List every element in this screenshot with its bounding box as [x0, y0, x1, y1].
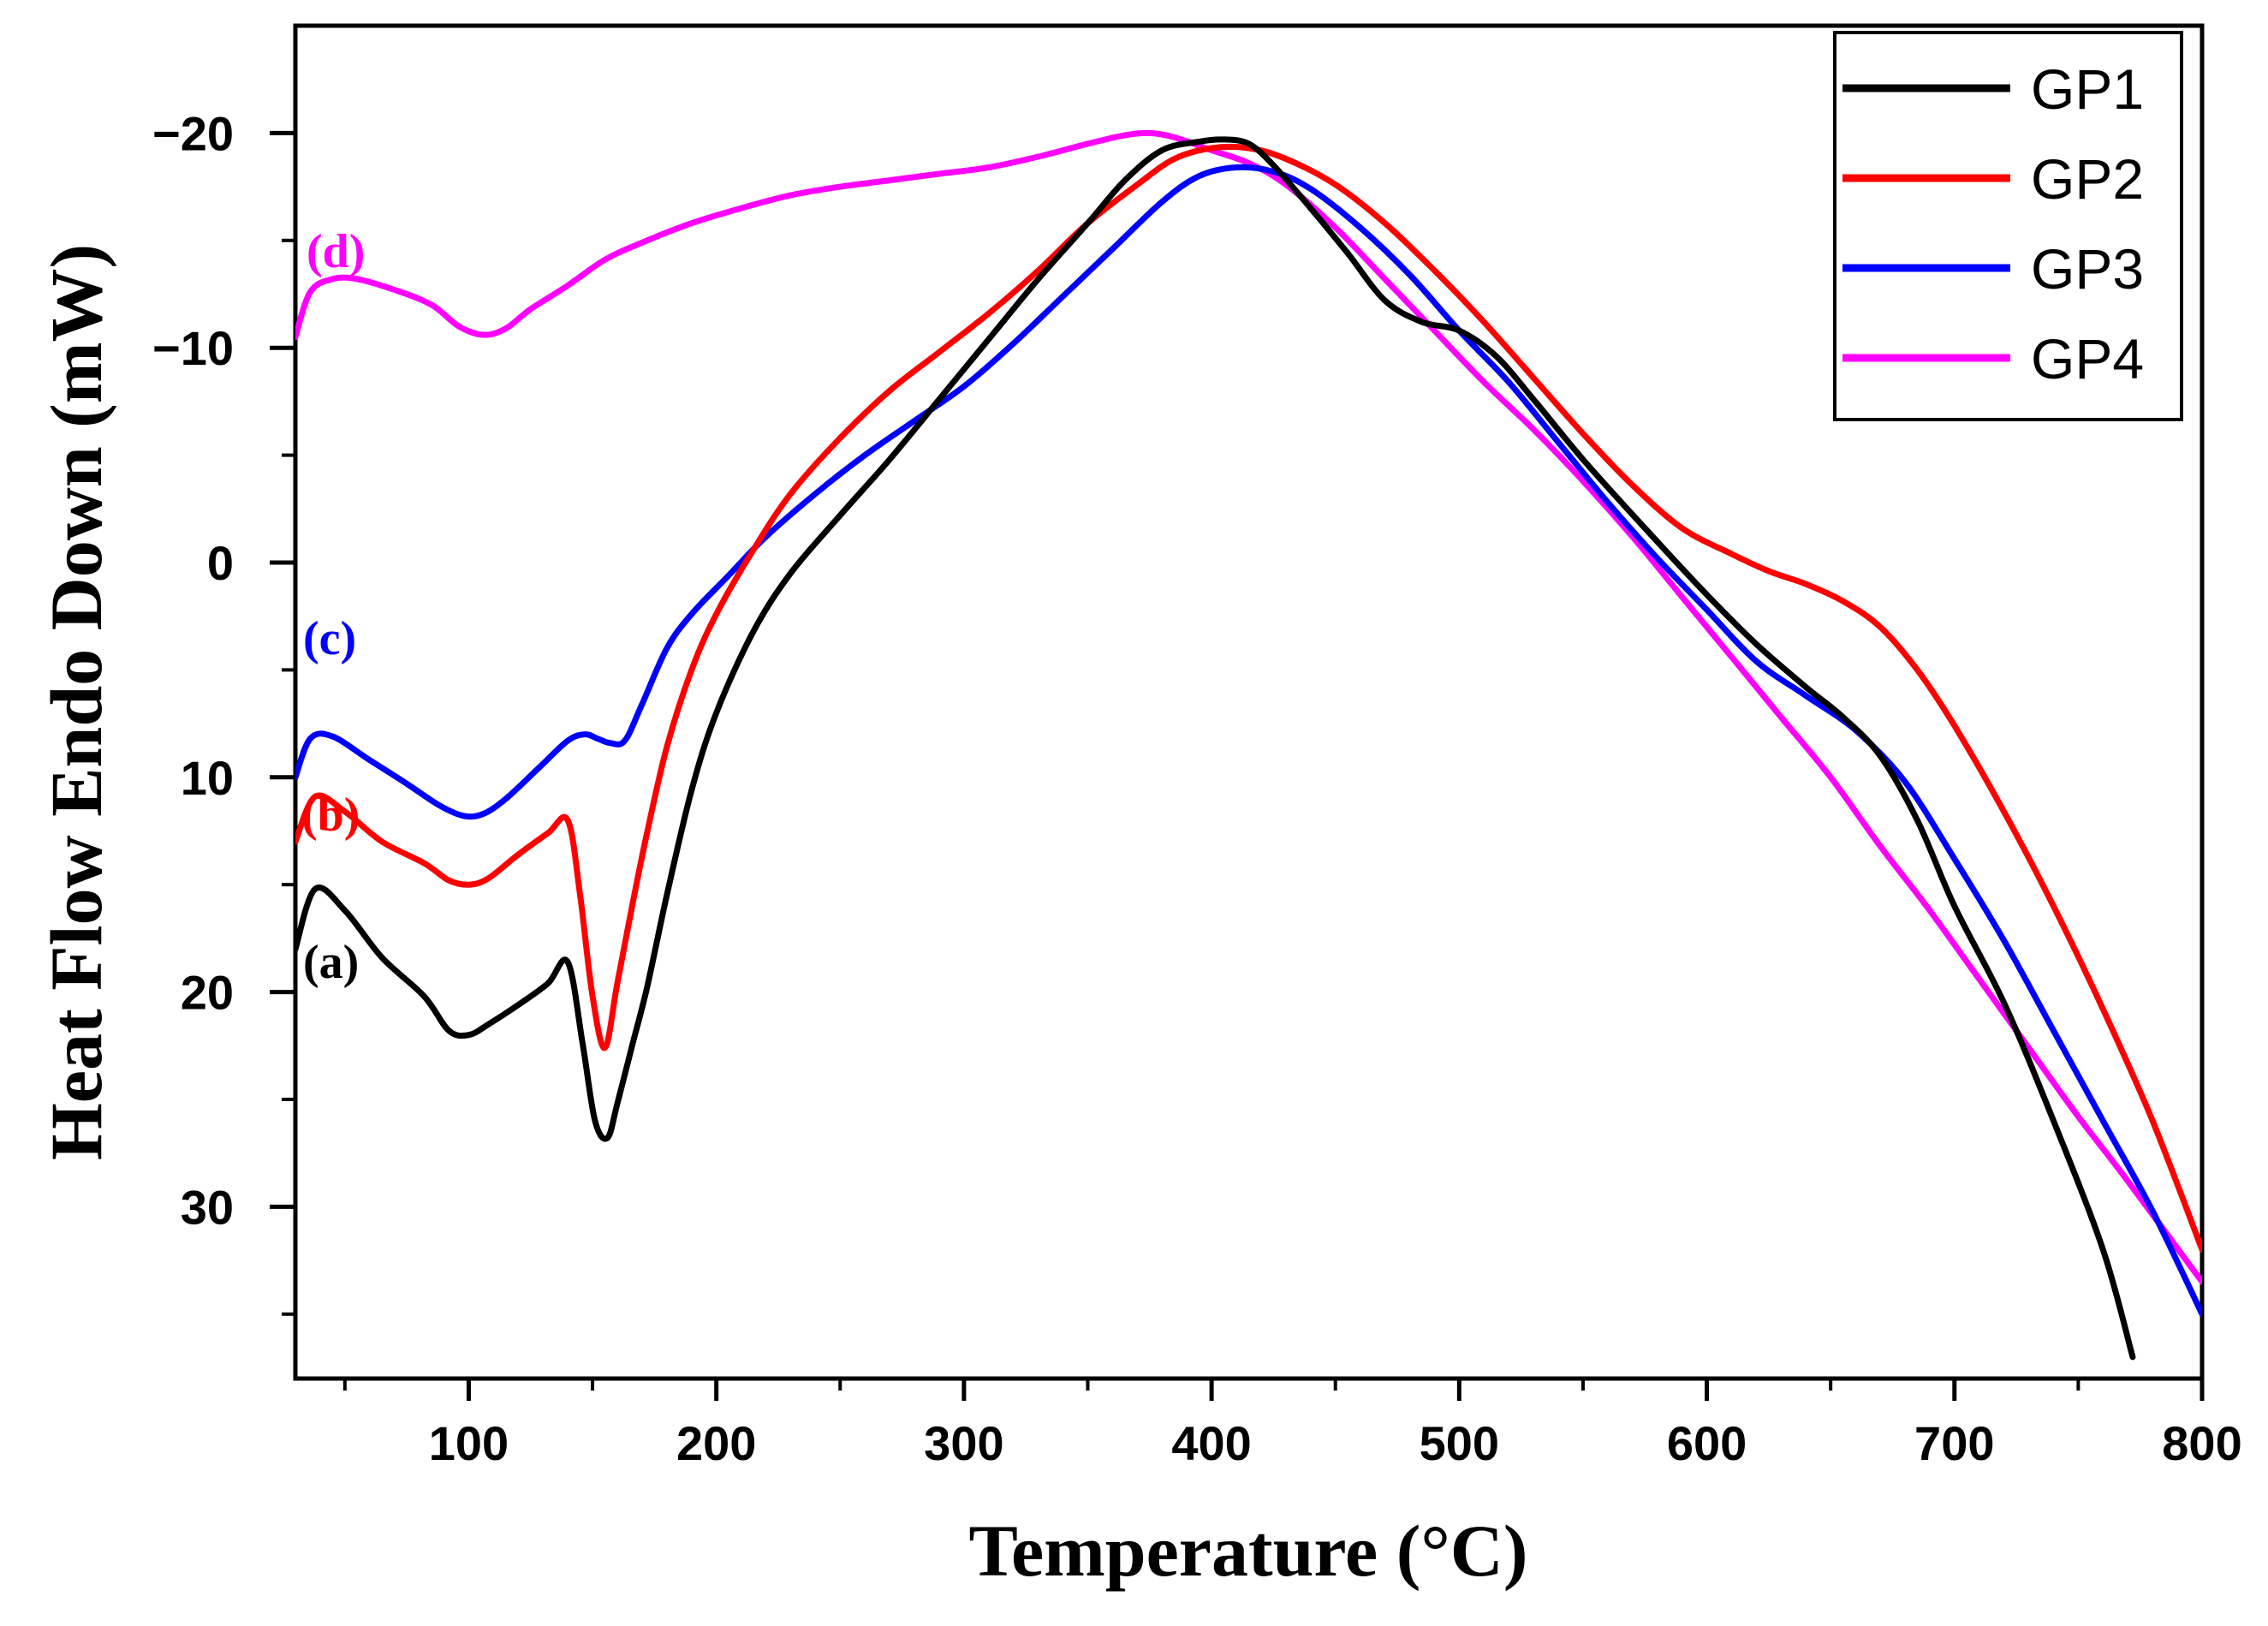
- legend-label-gp2: GP2: [2031, 147, 2144, 211]
- x-tick-label: 100: [429, 1416, 509, 1470]
- x-axis-title: Temperature (°C): [969, 1510, 1528, 1592]
- curve-label-gp4: (d): [307, 225, 365, 278]
- y-tick-label: −20: [152, 106, 234, 160]
- y-axis-title: Heat Flow Endo Down (mW): [35, 244, 117, 1160]
- x-tick-label: 700: [1914, 1416, 1994, 1470]
- series-line-gp1: [295, 136, 2136, 1361]
- curve-label-gp2: (b): [301, 789, 360, 842]
- x-tick-label: 600: [1667, 1416, 1747, 1470]
- x-tick-label: 400: [1171, 1416, 1251, 1470]
- x-tick-label: 500: [1420, 1416, 1499, 1470]
- y-tick-label: −10: [152, 321, 234, 375]
- y-tick-label: 0: [207, 536, 234, 590]
- curve-label-gp3: (c): [303, 612, 356, 665]
- y-tick-label: 30: [181, 1180, 234, 1234]
- y-tick-label: 20: [181, 966, 234, 1020]
- y-tick-label: 10: [181, 751, 234, 805]
- curve-label-gp1: (a): [303, 936, 359, 989]
- legend-label-gp4: GP4: [2031, 327, 2144, 390]
- x-tick-label: 800: [2162, 1416, 2241, 1470]
- legend-label-gp1: GP1: [2031, 57, 2144, 121]
- x-tick-label: 300: [924, 1416, 1003, 1470]
- x-tick-label: 200: [676, 1416, 756, 1470]
- legend-label-gp3: GP3: [2031, 237, 2144, 301]
